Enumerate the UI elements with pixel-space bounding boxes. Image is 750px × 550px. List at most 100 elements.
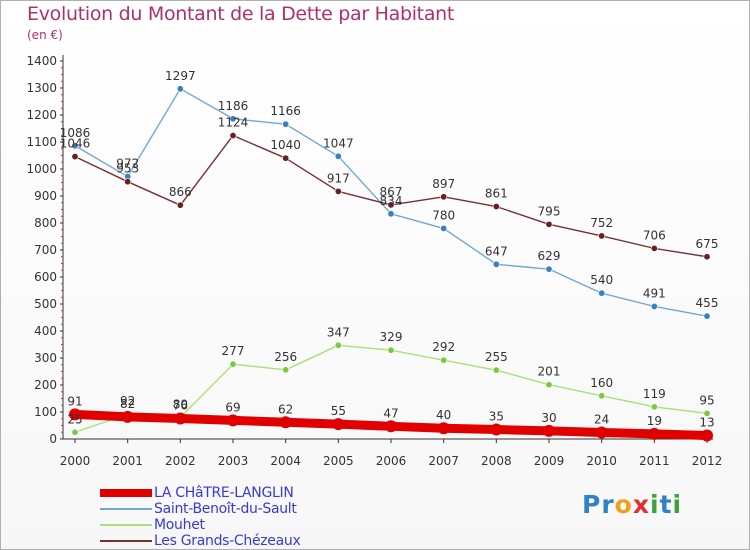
data-label: 675 xyxy=(696,237,719,251)
data-label: 256 xyxy=(274,350,297,364)
y-tick-label: 0 xyxy=(49,432,57,446)
data-label: 629 xyxy=(538,249,561,263)
data-point xyxy=(121,410,134,423)
y-tick-label: 400 xyxy=(34,324,57,338)
legend-label: Saint-Benoît-du-Sault xyxy=(154,501,297,517)
legend-label: Mouhet xyxy=(154,517,205,533)
data-label: 540 xyxy=(590,273,613,287)
data-label: 917 xyxy=(327,171,350,185)
data-label: 69 xyxy=(225,400,240,414)
data-point xyxy=(282,366,290,374)
logo-letter: o xyxy=(614,490,633,519)
data-point xyxy=(650,244,658,252)
data-label: 780 xyxy=(432,208,455,222)
data-label: 752 xyxy=(590,216,613,230)
data-label: 62 xyxy=(278,402,293,416)
data-label: 35 xyxy=(489,410,504,424)
data-point xyxy=(545,265,553,273)
x-tick-label: 2009 xyxy=(534,454,565,468)
data-label: 119 xyxy=(643,387,666,401)
data-point xyxy=(598,392,606,400)
data-point xyxy=(176,201,184,209)
chart-title: Evolution du Montant de la Dette par Hab… xyxy=(27,3,455,25)
data-point xyxy=(71,153,79,161)
x-tick-label: 2000 xyxy=(60,454,91,468)
x-tick-label: 2012 xyxy=(692,454,723,468)
data-point xyxy=(598,232,606,240)
data-label: 13 xyxy=(699,415,714,429)
data-label: 1297 xyxy=(165,69,196,83)
data-point xyxy=(71,428,79,436)
legend-item: Les Grands-Chézeaux xyxy=(100,533,360,549)
data-label: 1046 xyxy=(60,137,91,151)
x-tick-label: 2003 xyxy=(218,454,249,468)
data-point xyxy=(440,224,448,232)
data-label: 24 xyxy=(594,413,609,427)
logo-letter: P xyxy=(582,490,602,519)
y-tick-label: 200 xyxy=(34,378,57,392)
x-tick-label: 2010 xyxy=(586,454,617,468)
data-label: 953 xyxy=(116,162,139,176)
legend-swatch xyxy=(100,508,152,510)
data-label: 491 xyxy=(643,286,666,300)
data-point xyxy=(385,420,397,433)
data-point xyxy=(492,203,500,211)
data-label: 795 xyxy=(538,204,561,218)
data-point xyxy=(703,253,711,261)
data-point xyxy=(703,312,711,320)
data-label: 1040 xyxy=(270,138,301,152)
y-tick-label: 600 xyxy=(34,270,57,284)
y-tick-label: 1000 xyxy=(26,162,57,176)
data-point xyxy=(387,346,395,354)
data-point xyxy=(282,154,290,162)
data-label: 972 xyxy=(116,157,139,171)
logo-letter: i xyxy=(650,490,660,519)
y-tick-label: 800 xyxy=(34,216,57,230)
data-point xyxy=(279,416,292,429)
data-label: 80 xyxy=(173,397,188,411)
data-label: 82 xyxy=(120,397,135,411)
y-tick-label: 500 xyxy=(34,297,57,311)
x-tick-label: 2002 xyxy=(165,454,196,468)
legend-item: Saint-Benoît-du-Sault xyxy=(100,501,360,517)
legend-label: LA CHâTRE-LANGLIN xyxy=(154,485,294,501)
data-label: 25 xyxy=(67,412,82,426)
logo-letter: t xyxy=(659,490,673,519)
data-label: 91 xyxy=(67,394,82,408)
data-label: 897 xyxy=(432,177,455,191)
legend-swatch xyxy=(100,524,152,526)
data-label: 277 xyxy=(222,344,245,358)
data-point xyxy=(71,142,79,150)
x-tick-label: 2007 xyxy=(428,454,459,468)
data-point xyxy=(440,193,448,201)
data-label: 76 xyxy=(173,398,188,412)
y-tick-label: 1400 xyxy=(26,54,57,68)
data-point xyxy=(229,360,237,368)
data-label: 47 xyxy=(383,406,398,420)
data-point xyxy=(490,423,503,436)
legend-item: Mouhet xyxy=(100,517,360,533)
data-point xyxy=(545,220,553,228)
data-label: 706 xyxy=(643,228,666,242)
legend: LA CHâTRE-LANGLIN Saint-Benoît-du-Sault Mo… xyxy=(100,485,360,549)
data-point xyxy=(492,260,500,268)
y-tick-label: 300 xyxy=(34,351,57,365)
data-point xyxy=(492,366,500,374)
data-point xyxy=(334,341,342,349)
y-tick-label: 1100 xyxy=(26,135,57,149)
data-label: 255 xyxy=(485,350,508,364)
legend-swatch xyxy=(100,540,152,542)
data-label: 55 xyxy=(331,404,346,418)
data-point xyxy=(124,178,132,186)
logo-letter: i xyxy=(672,490,683,519)
x-tick-label: 2004 xyxy=(270,454,301,468)
data-label: 1047 xyxy=(323,136,354,150)
unit-label: (en €) xyxy=(27,28,63,42)
x-tick-label: 2008 xyxy=(481,454,512,468)
data-label: 201 xyxy=(538,365,561,379)
y-tick-label: 1300 xyxy=(26,81,57,95)
data-label: 834 xyxy=(380,194,403,208)
data-label: 647 xyxy=(485,244,508,258)
data-point xyxy=(227,414,239,427)
